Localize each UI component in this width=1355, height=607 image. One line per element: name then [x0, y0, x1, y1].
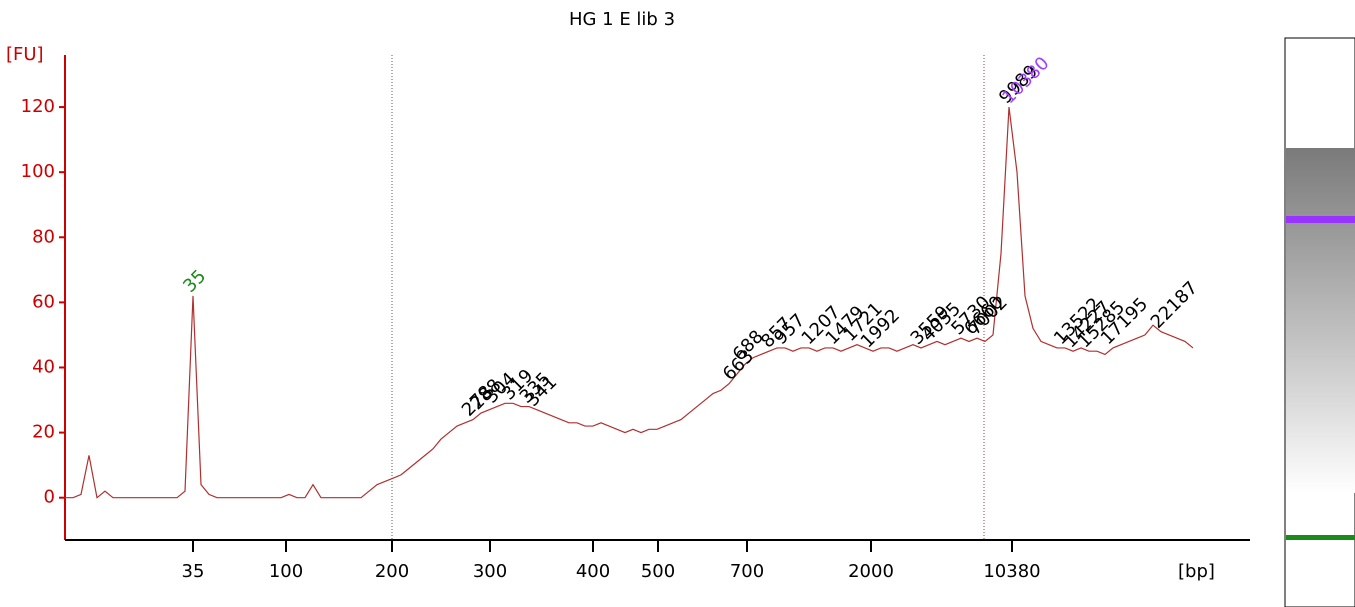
x-tick-label: 500 [641, 561, 675, 582]
y-tick-label: 120 [21, 96, 55, 117]
peak-label: 35 [179, 266, 210, 297]
gel-lower-band [1286, 535, 1355, 540]
gel-upper-band [1286, 216, 1355, 223]
x-tick-label: 400 [576, 561, 610, 582]
x-tick-label: 300 [473, 561, 507, 582]
gel-smear [1286, 148, 1355, 493]
x-tick-label: 700 [730, 561, 764, 582]
x-tick-label: 35 [182, 561, 205, 582]
x-tick-label: 100 [269, 561, 303, 582]
x-axis-label: [bp] [1178, 561, 1215, 582]
y-tick-label: 20 [32, 422, 55, 443]
y-tick-label: 40 [32, 356, 55, 377]
y-tick-label: 100 [21, 161, 55, 182]
x-tick-label: 2000 [848, 561, 894, 582]
y-tick-label: 80 [32, 226, 55, 247]
x-tick-label: 200 [375, 561, 409, 582]
peak-label: 22187 [1147, 277, 1202, 332]
y-tick-label: 0 [44, 487, 55, 508]
x-tick-label: 10380 [983, 561, 1040, 582]
y-tick-label: 60 [32, 291, 55, 312]
y-axis-label: [FU] [6, 44, 44, 65]
gel-lane [1284, 37, 1355, 607]
trace [65, 107, 1194, 499]
chart-title: HG 1 E lib 3 [569, 9, 675, 30]
